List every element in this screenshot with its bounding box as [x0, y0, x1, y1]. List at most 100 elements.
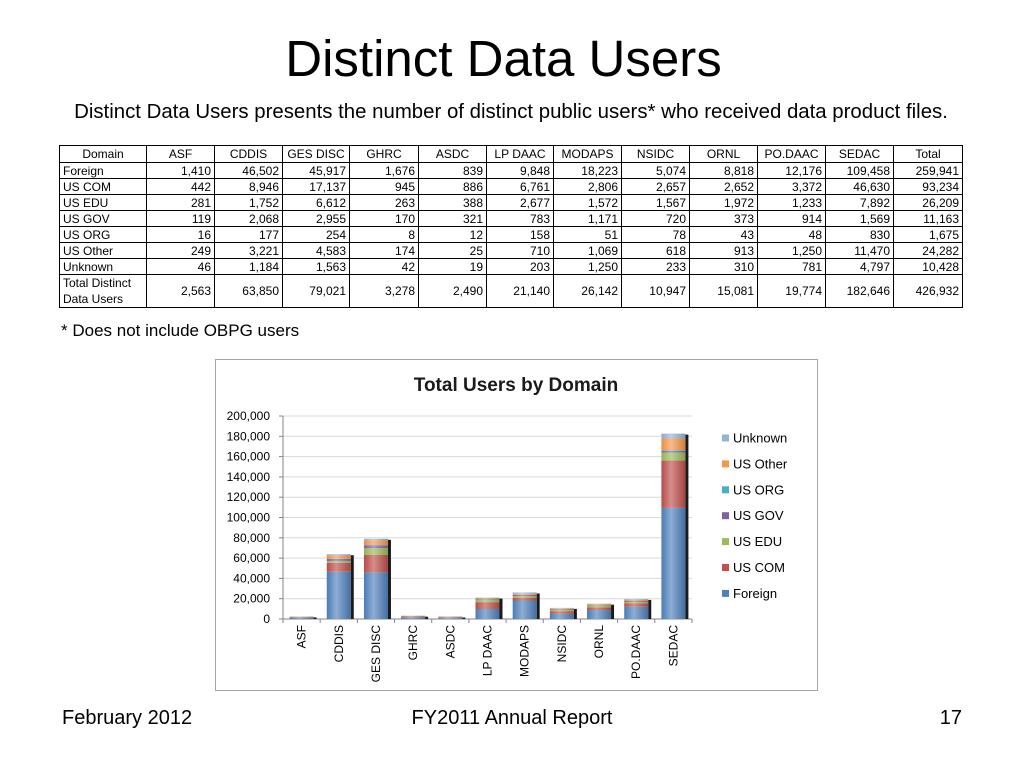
table-cell: 1,250: [757, 242, 826, 259]
y-tick-label: 160,000: [227, 450, 271, 464]
row-label: US COM: [59, 178, 147, 195]
row-label: Foreign: [59, 162, 147, 179]
legend-swatch-unknown: [722, 434, 729, 442]
table-cell: 16: [146, 226, 215, 243]
table-cell: 1,563: [282, 258, 350, 275]
y-tick-label: 20,000: [233, 592, 270, 606]
bar-shadow-ghrc: [425, 616, 429, 619]
table-cell: 174: [349, 242, 419, 259]
table-row: US COM 442 8,946 17,137 945 886 6,761 2,806 2,65…: [59, 178, 963, 195]
header-modaps: MODAPS: [553, 145, 622, 163]
table-cell: 2,652: [689, 178, 758, 195]
row-label: US Other: [59, 242, 147, 259]
header-asdc: ASDC: [418, 145, 487, 163]
footnote: * Does not include OBPG users: [61, 321, 300, 340]
table-cell: 281: [146, 194, 215, 211]
bar-us-com-asdc: [438, 617, 463, 619]
table-cell: 254: [282, 226, 350, 243]
x-tick-label: NSIDC: [555, 625, 569, 663]
bar-us-gov-nsidc: [549, 608, 574, 610]
legend-label-us-edu: US EDU: [733, 534, 782, 549]
footer-report-title: FY2011 Annual Report: [411, 707, 613, 729]
table-cell: 1,250: [553, 258, 622, 275]
row-label: US EDU: [59, 194, 147, 211]
table-cell: 1,171: [553, 210, 622, 227]
table-cell: 886: [418, 178, 487, 195]
bar-us-other-ges-disc: [363, 540, 388, 546]
bar-us-gov-sedac: [661, 450, 686, 453]
bar-us-com-lp-daac: [475, 602, 500, 610]
bar-shadow-ornl: [611, 604, 615, 619]
page-number: 17: [939, 707, 962, 729]
bar-shadow-nsidc: [573, 608, 577, 619]
table-cell: 46,502: [214, 162, 283, 179]
bar-us-other-modaps: [512, 593, 537, 595]
table-cell: 710: [486, 242, 554, 259]
footer-date: February 2012: [62, 707, 193, 729]
table-cell: 158: [486, 226, 554, 243]
bar-us-other-nsidc: [549, 608, 574, 609]
table-cell: 24,282: [893, 242, 963, 259]
table-header-row: Domain ASF CDDIS GES DISC GHRC ASDC LP DAAC MOD…: [59, 145, 963, 163]
table-cell: 177: [214, 226, 283, 243]
y-tick-label: 80,000: [233, 531, 270, 545]
table-cell: 1,752: [214, 194, 283, 211]
table-cell: 426,932: [893, 274, 963, 308]
chart-svg: Total Users by Domain 0 20,000 40,000 60,000…: [227, 375, 788, 682]
bar-foreign-modaps: [512, 600, 537, 619]
slide-subtitle: Distinct Data Users presents the number …: [74, 101, 948, 123]
bar-us-other-po-daac: [624, 599, 649, 601]
table-cell: 45,917: [282, 162, 350, 179]
legend-label-foreign: Foreign: [733, 586, 777, 601]
bar-us-edu-lp-daac: [475, 599, 500, 603]
table-row: US EDU 281 1,752 6,612 263 388 2,677 1,572 1,567…: [59, 194, 963, 211]
header-ges-disc: GES DISC: [282, 145, 350, 163]
table-cell: 3,221: [214, 242, 283, 259]
bar-us-edu-cddis: [326, 560, 351, 563]
table-cell: 26,142: [553, 274, 622, 308]
table-cell: 2,677: [486, 194, 554, 211]
table-row: US Other 249 3,221 4,583 174 25 710 1,069 618 913…: [59, 242, 963, 259]
bar-shadow-cddis: [350, 555, 354, 619]
table-cell: 1,410: [146, 162, 215, 179]
table-cell: 43: [689, 226, 758, 243]
bar-unknown-sedac: [661, 433, 686, 439]
bar-shadow-ges-disc: [387, 539, 391, 619]
table-cell: 109,458: [825, 162, 894, 179]
y-tick-label: 40,000: [233, 571, 270, 585]
table-cell: 8,818: [689, 162, 758, 179]
table-cell: 78: [621, 226, 690, 243]
y-tick-label: 180,000: [227, 429, 271, 443]
bar-us-gov-po-daac: [624, 601, 649, 602]
bar-us-gov-ges-disc: [363, 545, 388, 549]
table-cell: 63,850: [214, 274, 283, 308]
header-ornl: ORNL: [689, 145, 758, 163]
table-cell: 373: [689, 210, 758, 227]
y-tick-label: 100,000: [227, 511, 271, 525]
table-cell: 1,567: [621, 194, 690, 211]
legend-swatch-us-edu: [722, 538, 729, 546]
row-label: Total Distinct Data Users: [59, 274, 147, 308]
legend-swatch-us-other: [722, 460, 729, 468]
table-cell: 2,955: [282, 210, 350, 227]
table-cell: 2,657: [621, 178, 690, 195]
table-cell: 17,137: [282, 178, 350, 195]
table-cell: 233: [621, 258, 690, 275]
bar-shadow-po-daac: [648, 599, 652, 619]
x-tick-label: MODAPS: [518, 625, 532, 677]
table-cell: 6,761: [486, 178, 554, 195]
table-row: US GOV 119 2,068 2,955 170 321 783 1,171 720 373 9…: [59, 210, 963, 227]
table-cell: 46: [146, 258, 215, 275]
table-cell: 1,972: [689, 194, 758, 211]
bar-shadow-modaps: [536, 593, 540, 619]
bar-foreign-sedac: [661, 507, 686, 619]
y-tick-label: 120,000: [227, 490, 271, 504]
bar-foreign-ges-disc: [363, 572, 388, 619]
table-cell: 618: [621, 242, 690, 259]
table-cell: 914: [757, 210, 826, 227]
table-cell: 21,140: [486, 274, 554, 308]
table-cell: 51: [553, 226, 622, 243]
table-cell: 388: [418, 194, 487, 211]
table-cell: 170: [349, 210, 419, 227]
legend-swatch-us-com: [722, 564, 729, 571]
